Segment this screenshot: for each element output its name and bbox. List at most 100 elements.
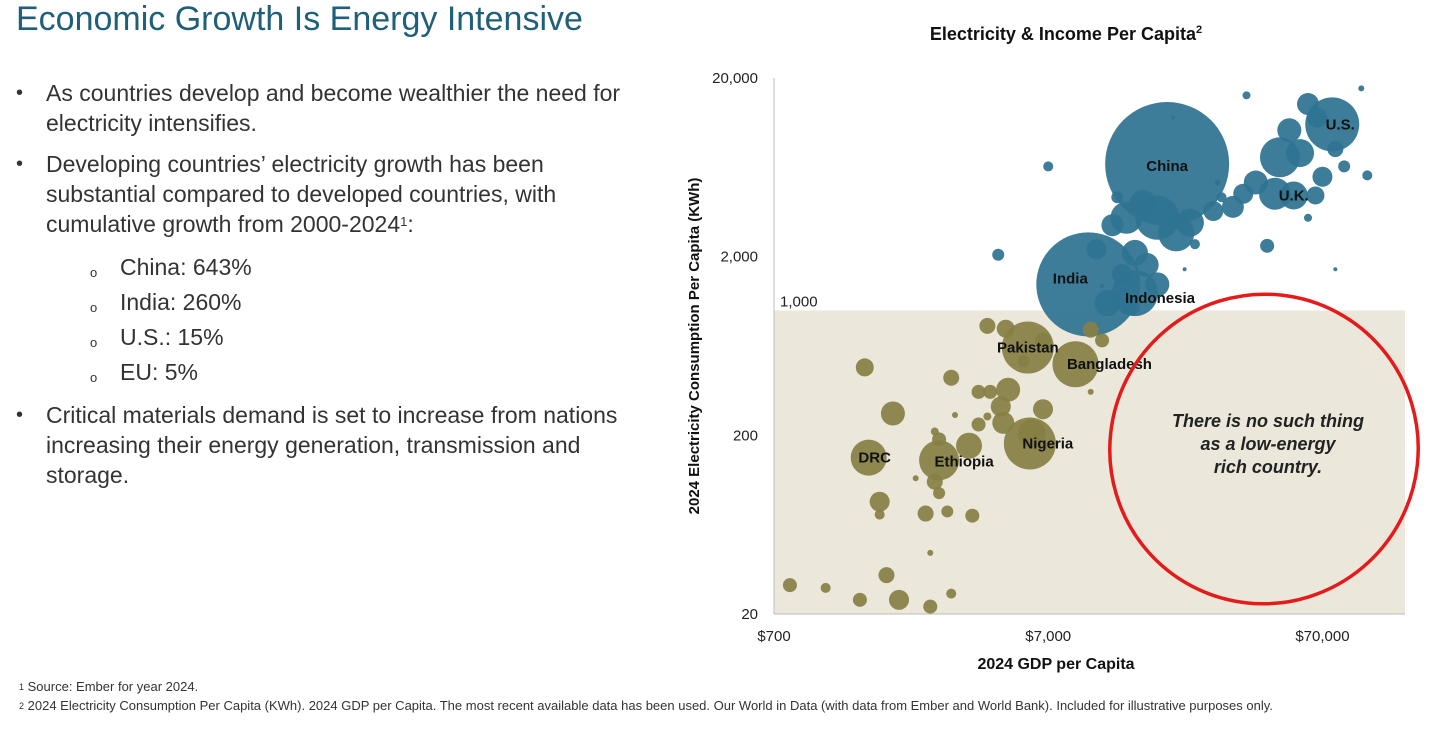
- y-axis-label: 2024 Electricity Consumption Per Capita …: [686, 178, 703, 515]
- point-bangladesh: [1052, 341, 1099, 388]
- y-tick-label: 2,000: [720, 249, 758, 266]
- data-point: [946, 588, 957, 599]
- data-point: [927, 549, 934, 556]
- country-label: Nigeria: [1022, 436, 1074, 453]
- data-point: [1111, 191, 1124, 204]
- sub-bullet-item: o U.S.: 15%: [16, 320, 656, 355]
- data-point: [1175, 208, 1204, 237]
- data-point: [932, 432, 947, 447]
- data-point: [1043, 161, 1054, 172]
- point-drc: [850, 439, 887, 476]
- sub-bullet-text: China: 643%: [120, 254, 252, 280]
- country-label: U.K.: [1279, 187, 1309, 204]
- data-point: [1242, 91, 1251, 100]
- data-point: [1086, 239, 1107, 260]
- footnote-text: 2024 Electricity Consumption Per Capita …: [27, 698, 1273, 713]
- circle-bullet-icon: o: [90, 265, 98, 280]
- data-point: [1303, 213, 1312, 222]
- data-point: [912, 475, 919, 482]
- footnote-ref: 1: [400, 214, 408, 229]
- data-point: [992, 411, 1015, 434]
- data-point: [852, 592, 867, 607]
- data-point: [855, 358, 874, 377]
- data-point: [1035, 332, 1052, 349]
- circle-bullet-icon: o: [90, 335, 98, 350]
- page-title: Economic Growth Is Energy Intensive: [16, 0, 583, 38]
- bullet-item: • As countries develop and become wealth…: [16, 78, 656, 138]
- point-ethiopia: [919, 440, 960, 481]
- data-point: [1306, 186, 1325, 205]
- x-tick-label: $700: [757, 628, 790, 645]
- data-point: [983, 384, 998, 399]
- data-point: [869, 491, 890, 512]
- bullet-item: • Critical materials demand is set to in…: [16, 400, 656, 490]
- bullet-list: • As countries develop and become wealth…: [16, 78, 656, 501]
- data-point: [1082, 321, 1099, 338]
- footnote-2: 2 2024 Electricity Consumption Per Capit…: [19, 697, 1409, 715]
- scatter-chart: 1,000 20,000 2,000 200 20 $700 $7,000 $70,000 El…: [676, 14, 1432, 684]
- x-tick-label: $7,000: [1025, 628, 1071, 645]
- annotation-line: rich country.: [1214, 457, 1322, 477]
- country-label: China: [1146, 158, 1188, 175]
- chart-title-sup: 2: [1196, 24, 1202, 36]
- x-tick-label: $70,000: [1295, 628, 1349, 645]
- y-tick-label: 20,000: [712, 70, 758, 87]
- data-point: [952, 411, 959, 418]
- data-point: [996, 319, 1015, 338]
- country-label: Pakistan: [997, 340, 1059, 357]
- data-point: [1214, 179, 1221, 186]
- data-point: [971, 384, 986, 399]
- data-point: [1017, 419, 1046, 448]
- bullet-text: Developing countries’ electricity growth…: [46, 151, 557, 237]
- data-point: [983, 412, 992, 421]
- data-point: [1100, 284, 1105, 289]
- footnote-1: 1 Source: Ember for year 2024.: [19, 678, 198, 696]
- data-point: [1327, 141, 1344, 158]
- annotation-line: There is no such thing: [1172, 411, 1364, 431]
- callout-ellipse: [1108, 292, 1420, 606]
- data-point: [1121, 297, 1140, 316]
- data-point: [1182, 267, 1187, 272]
- data-point: [943, 369, 960, 386]
- data-point: [1095, 333, 1110, 348]
- data-point: [1277, 118, 1302, 143]
- data-point: [1189, 239, 1200, 250]
- data-point: [1338, 160, 1351, 173]
- country-label: India: [1053, 270, 1089, 287]
- data-point: [956, 432, 983, 459]
- data-point: [1145, 272, 1170, 297]
- data-point: [1129, 189, 1156, 216]
- data-point: [979, 317, 996, 334]
- sub-bullet-item: o India: 260%: [16, 285, 656, 320]
- data-point: [880, 401, 905, 426]
- bullet-dot-icon: •: [16, 82, 24, 104]
- sub-bullet-list: o China: 643% o India: 260% o U.S.: 15% o EU…: [16, 250, 656, 390]
- data-point: [1134, 252, 1159, 277]
- data-point: [965, 508, 980, 523]
- data-point: [1358, 85, 1365, 92]
- footnote-number: 1: [19, 682, 25, 692]
- data-point: [996, 377, 1021, 402]
- sub-bullet-text: U.S.: 15%: [120, 324, 224, 350]
- circle-bullet-icon: o: [90, 300, 98, 315]
- bullet-text: Critical materials demand is set to incr…: [46, 402, 618, 488]
- data-point: [926, 473, 943, 490]
- data-point: [1233, 183, 1254, 204]
- data-point: [1094, 290, 1121, 317]
- data-point: [878, 567, 895, 584]
- data-point: [874, 509, 885, 520]
- sub-bullet-item: o China: 643%: [16, 250, 656, 285]
- bullet-item: • Developing countries’ electricity grow…: [16, 149, 656, 239]
- data-point: [1333, 267, 1338, 272]
- data-point: [1111, 263, 1132, 284]
- chart-title: Electricity & Income Per Capita2: [930, 24, 1202, 44]
- sub-bullet-text: India: 260%: [120, 289, 242, 315]
- chart-title-text: Electricity & Income Per Capita: [930, 24, 1197, 44]
- country-label: Indonesia: [1125, 290, 1196, 307]
- bullet-dot-icon: •: [16, 153, 24, 175]
- y-tick-label: 200: [733, 427, 758, 444]
- country-label: DRC: [858, 450, 891, 467]
- data-point: [933, 487, 946, 500]
- annotation-line: as a low-energy: [1200, 434, 1336, 454]
- data-point: [941, 505, 954, 518]
